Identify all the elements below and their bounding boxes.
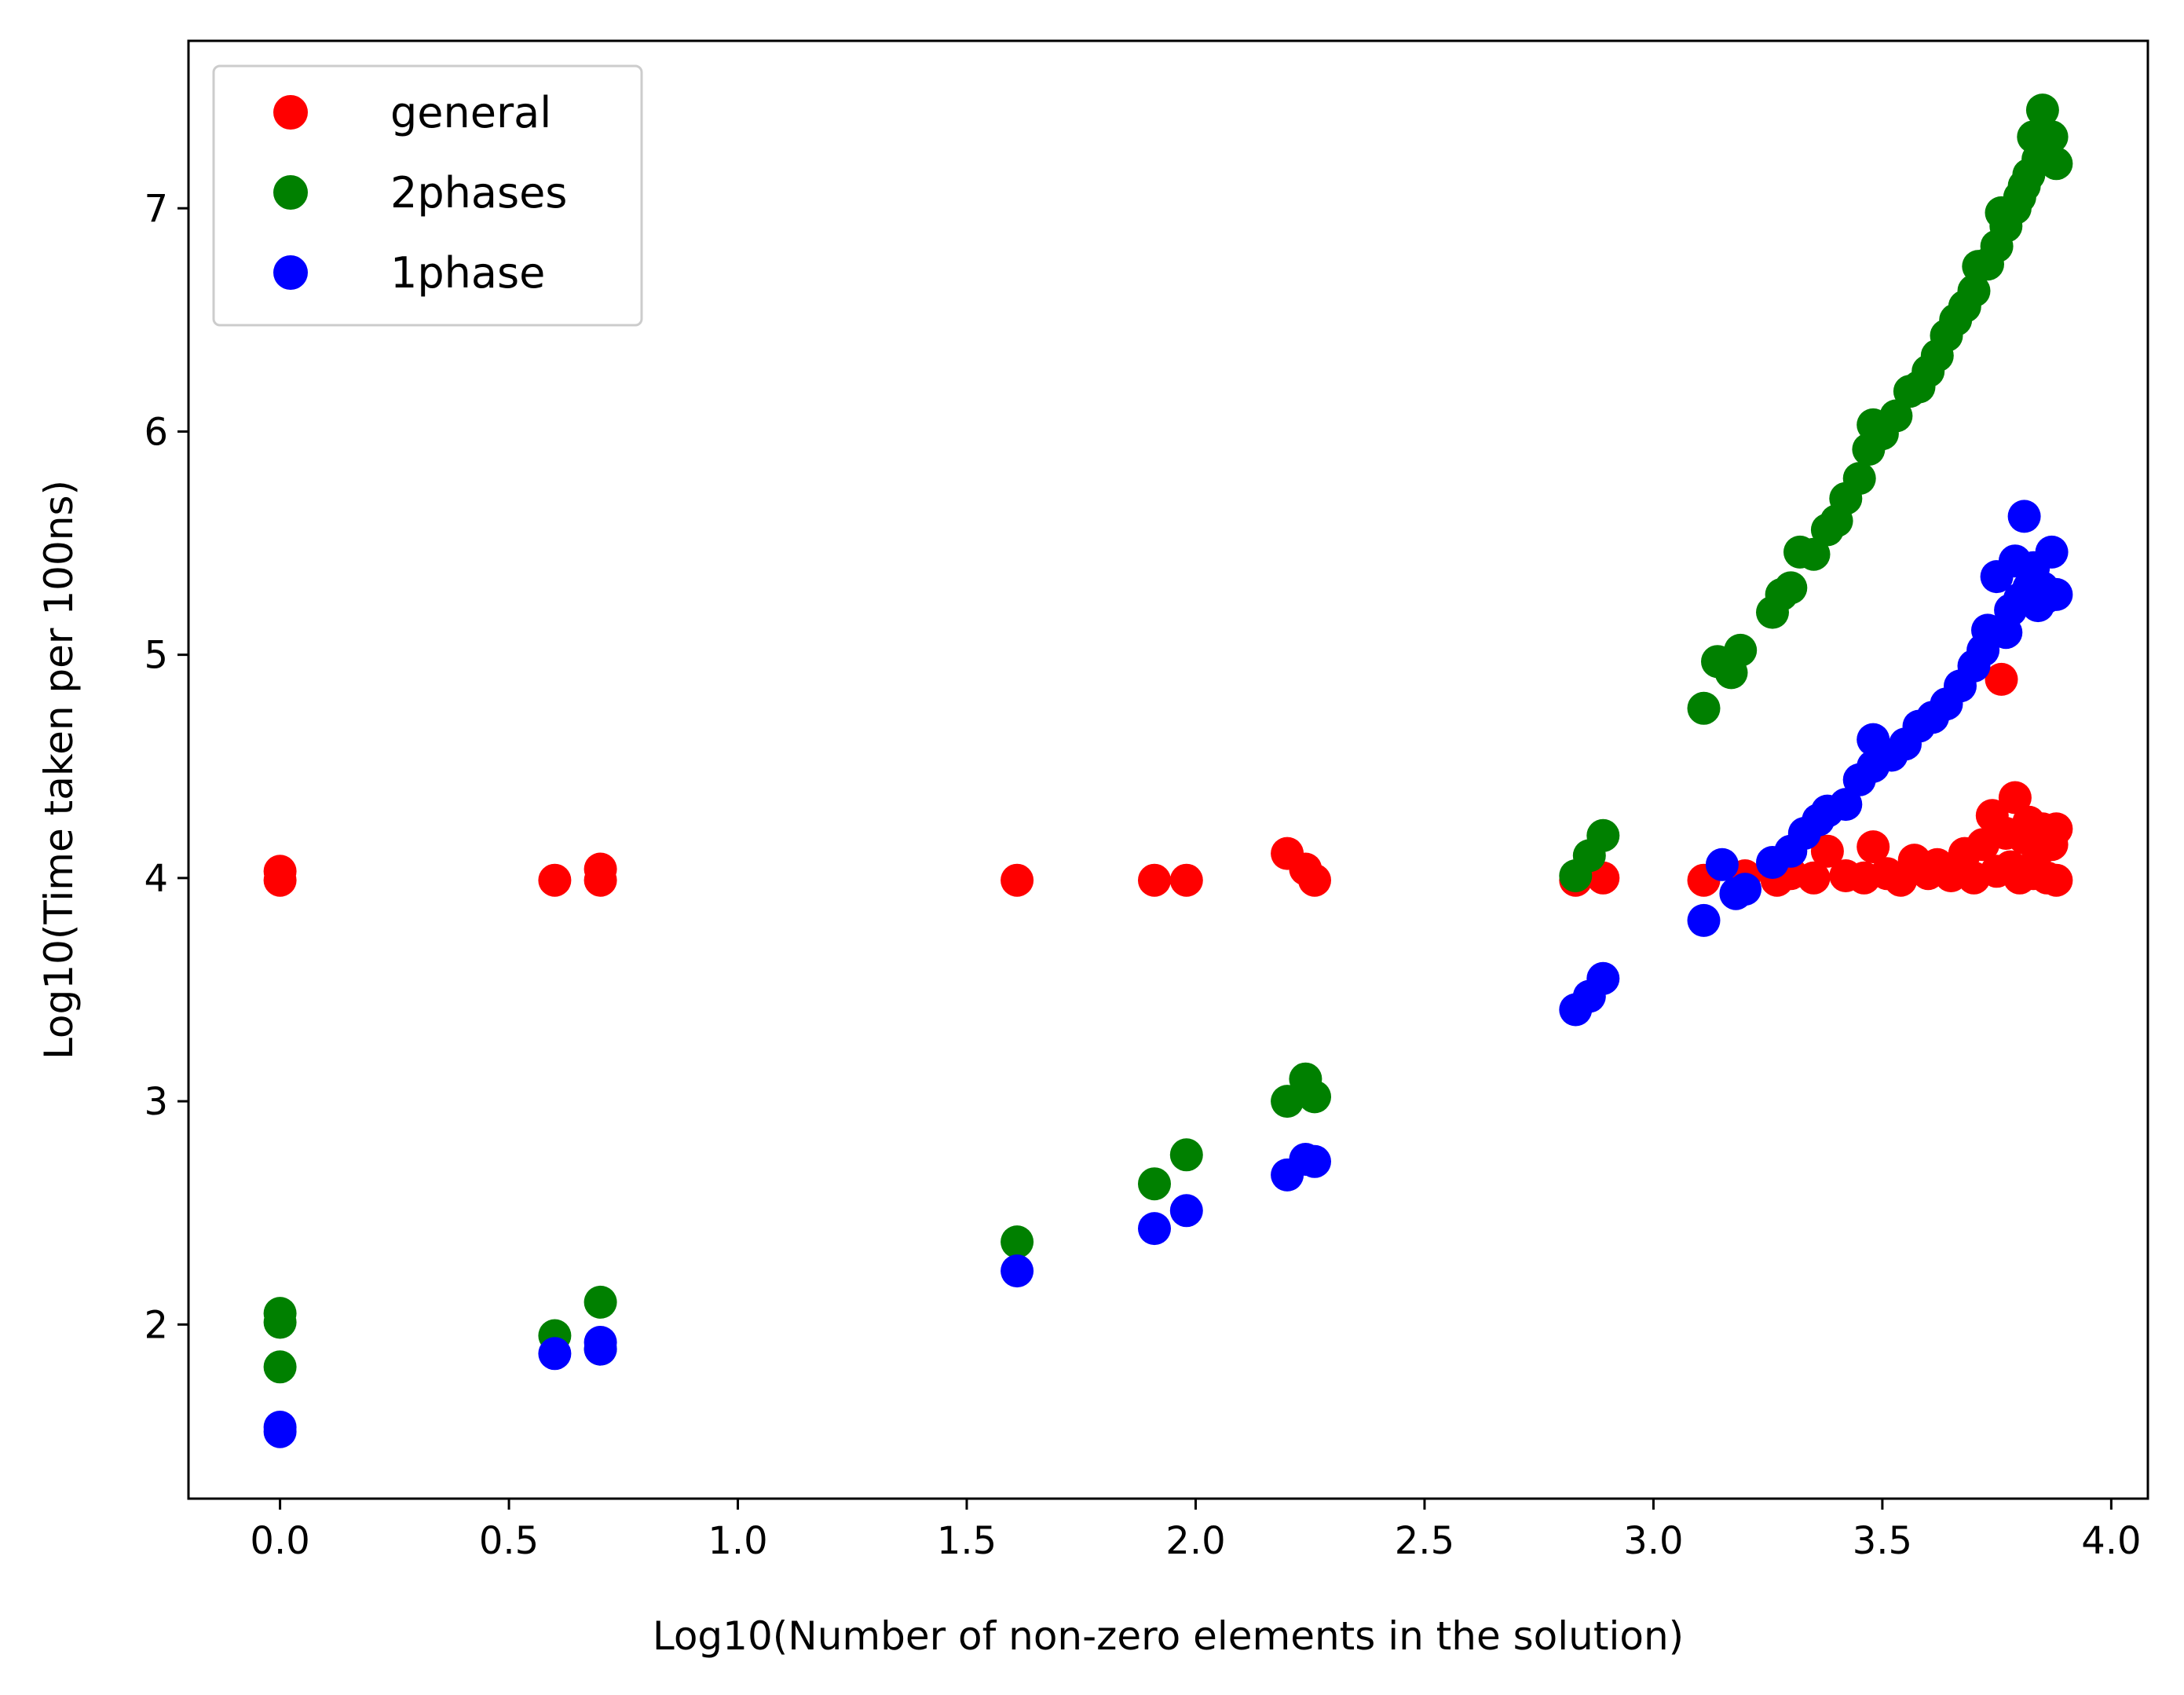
point-1phase-14 — [1687, 903, 1721, 937]
point-2phases-6 — [1001, 1225, 1034, 1259]
point-1phase-15 — [1705, 848, 1739, 881]
x-tick-label: 0.5 — [479, 1519, 539, 1563]
point-1phase-4 — [583, 1332, 617, 1366]
point-general-7 — [1169, 863, 1203, 897]
point-2phases-18 — [1724, 633, 1758, 667]
point-general-2 — [538, 863, 572, 897]
x-tick-label: 0.0 — [250, 1519, 309, 1563]
point-1phase-48 — [2039, 577, 2073, 611]
point-general-10 — [1298, 863, 1331, 897]
legend: general 2phases 1phase — [212, 64, 643, 327]
point-2phases-1 — [263, 1305, 297, 1339]
point-2phases-7 — [1138, 1167, 1171, 1201]
legend-box — [212, 64, 643, 327]
x-axis-label: Log10(Number of non-zero elements in the… — [653, 1613, 1684, 1659]
point-1phase-47 — [2035, 535, 2069, 569]
point-1phase-1 — [263, 1415, 297, 1448]
point-2phases-54 — [2039, 147, 2073, 181]
point-1phase-13 — [1586, 961, 1620, 995]
point-general-18 — [1810, 834, 1844, 868]
y-tick-label: 4 — [144, 857, 168, 901]
point-2phases-53 — [2035, 120, 2069, 154]
y-tick-label: 2 — [144, 1303, 168, 1347]
point-2phases-21 — [1774, 571, 1808, 605]
y-tick-label: 3 — [144, 1080, 168, 1124]
legend-marker-1phase — [273, 255, 308, 290]
point-general-4 — [583, 863, 617, 897]
point-2phases-11 — [1298, 1080, 1331, 1114]
point-general-46 — [2039, 863, 2073, 897]
y-tick-label: 5 — [144, 634, 168, 678]
y-tick-label: 7 — [144, 187, 168, 231]
x-tick-label: 1.0 — [708, 1519, 767, 1563]
legend-marker-2phases — [273, 175, 308, 210]
legend-label-1phase: 1phase — [390, 248, 545, 298]
point-2phases-15 — [1687, 691, 1721, 725]
x-tick-label: 4.0 — [2081, 1519, 2141, 1563]
y-axis: 2 3 4 5 6 7 — [144, 187, 188, 1347]
point-general-45 — [2039, 812, 2073, 846]
x-tick-label: 3.0 — [1623, 1519, 1683, 1563]
point-1phase-17 — [1729, 873, 1761, 906]
point-1phase-41 — [2007, 500, 2041, 533]
point-general-5 — [1001, 863, 1034, 897]
point-2phases-9 — [1271, 1085, 1304, 1118]
point-2phases-2 — [263, 1350, 297, 1384]
y-axis-label: Log10(Time taken per 100ns) — [36, 480, 82, 1060]
point-2phases-27 — [1842, 462, 1876, 496]
x-axis: 0.0 0.5 1.0 1.5 2.0 2.5 3.0 3.5 4.0 — [250, 1499, 2142, 1563]
points-layer — [263, 93, 2073, 1448]
x-tick-label: 3.5 — [1853, 1519, 1912, 1563]
y-tick-label: 6 — [144, 410, 168, 454]
point-2phases-51 — [2025, 93, 2059, 127]
point-1phase-10 — [1298, 1144, 1331, 1178]
point-2phases-14 — [1586, 818, 1620, 852]
plot-frame — [187, 39, 2149, 1500]
point-general-6 — [1138, 863, 1171, 897]
x-tick-label: 2.5 — [1395, 1519, 1454, 1563]
point-1phase-23 — [1829, 788, 1863, 822]
point-1phase-2 — [538, 1337, 572, 1371]
point-general-1 — [263, 863, 297, 897]
point-2phases-39 — [1957, 274, 1991, 308]
legend-label-2phases: 2phases — [390, 168, 567, 218]
legend-marker-general — [273, 95, 308, 130]
point-1phase-5 — [1001, 1254, 1034, 1288]
x-tick-label: 2.0 — [1165, 1519, 1225, 1563]
point-2phases-8 — [1169, 1138, 1203, 1172]
point-1phase-7 — [1169, 1194, 1203, 1228]
point-general-33 — [1985, 662, 2018, 696]
point-1phase-6 — [1138, 1212, 1171, 1246]
point-general-21 — [1857, 830, 1890, 864]
point-2phases-23 — [1797, 537, 1831, 571]
x-tick-label: 1.5 — [937, 1519, 997, 1563]
point-general-36 — [1998, 781, 2032, 815]
point-2phases-31 — [1879, 399, 1913, 433]
point-general-17 — [1797, 861, 1831, 895]
legend-label-general: general — [390, 88, 551, 137]
point-2phases-4 — [583, 1285, 617, 1319]
